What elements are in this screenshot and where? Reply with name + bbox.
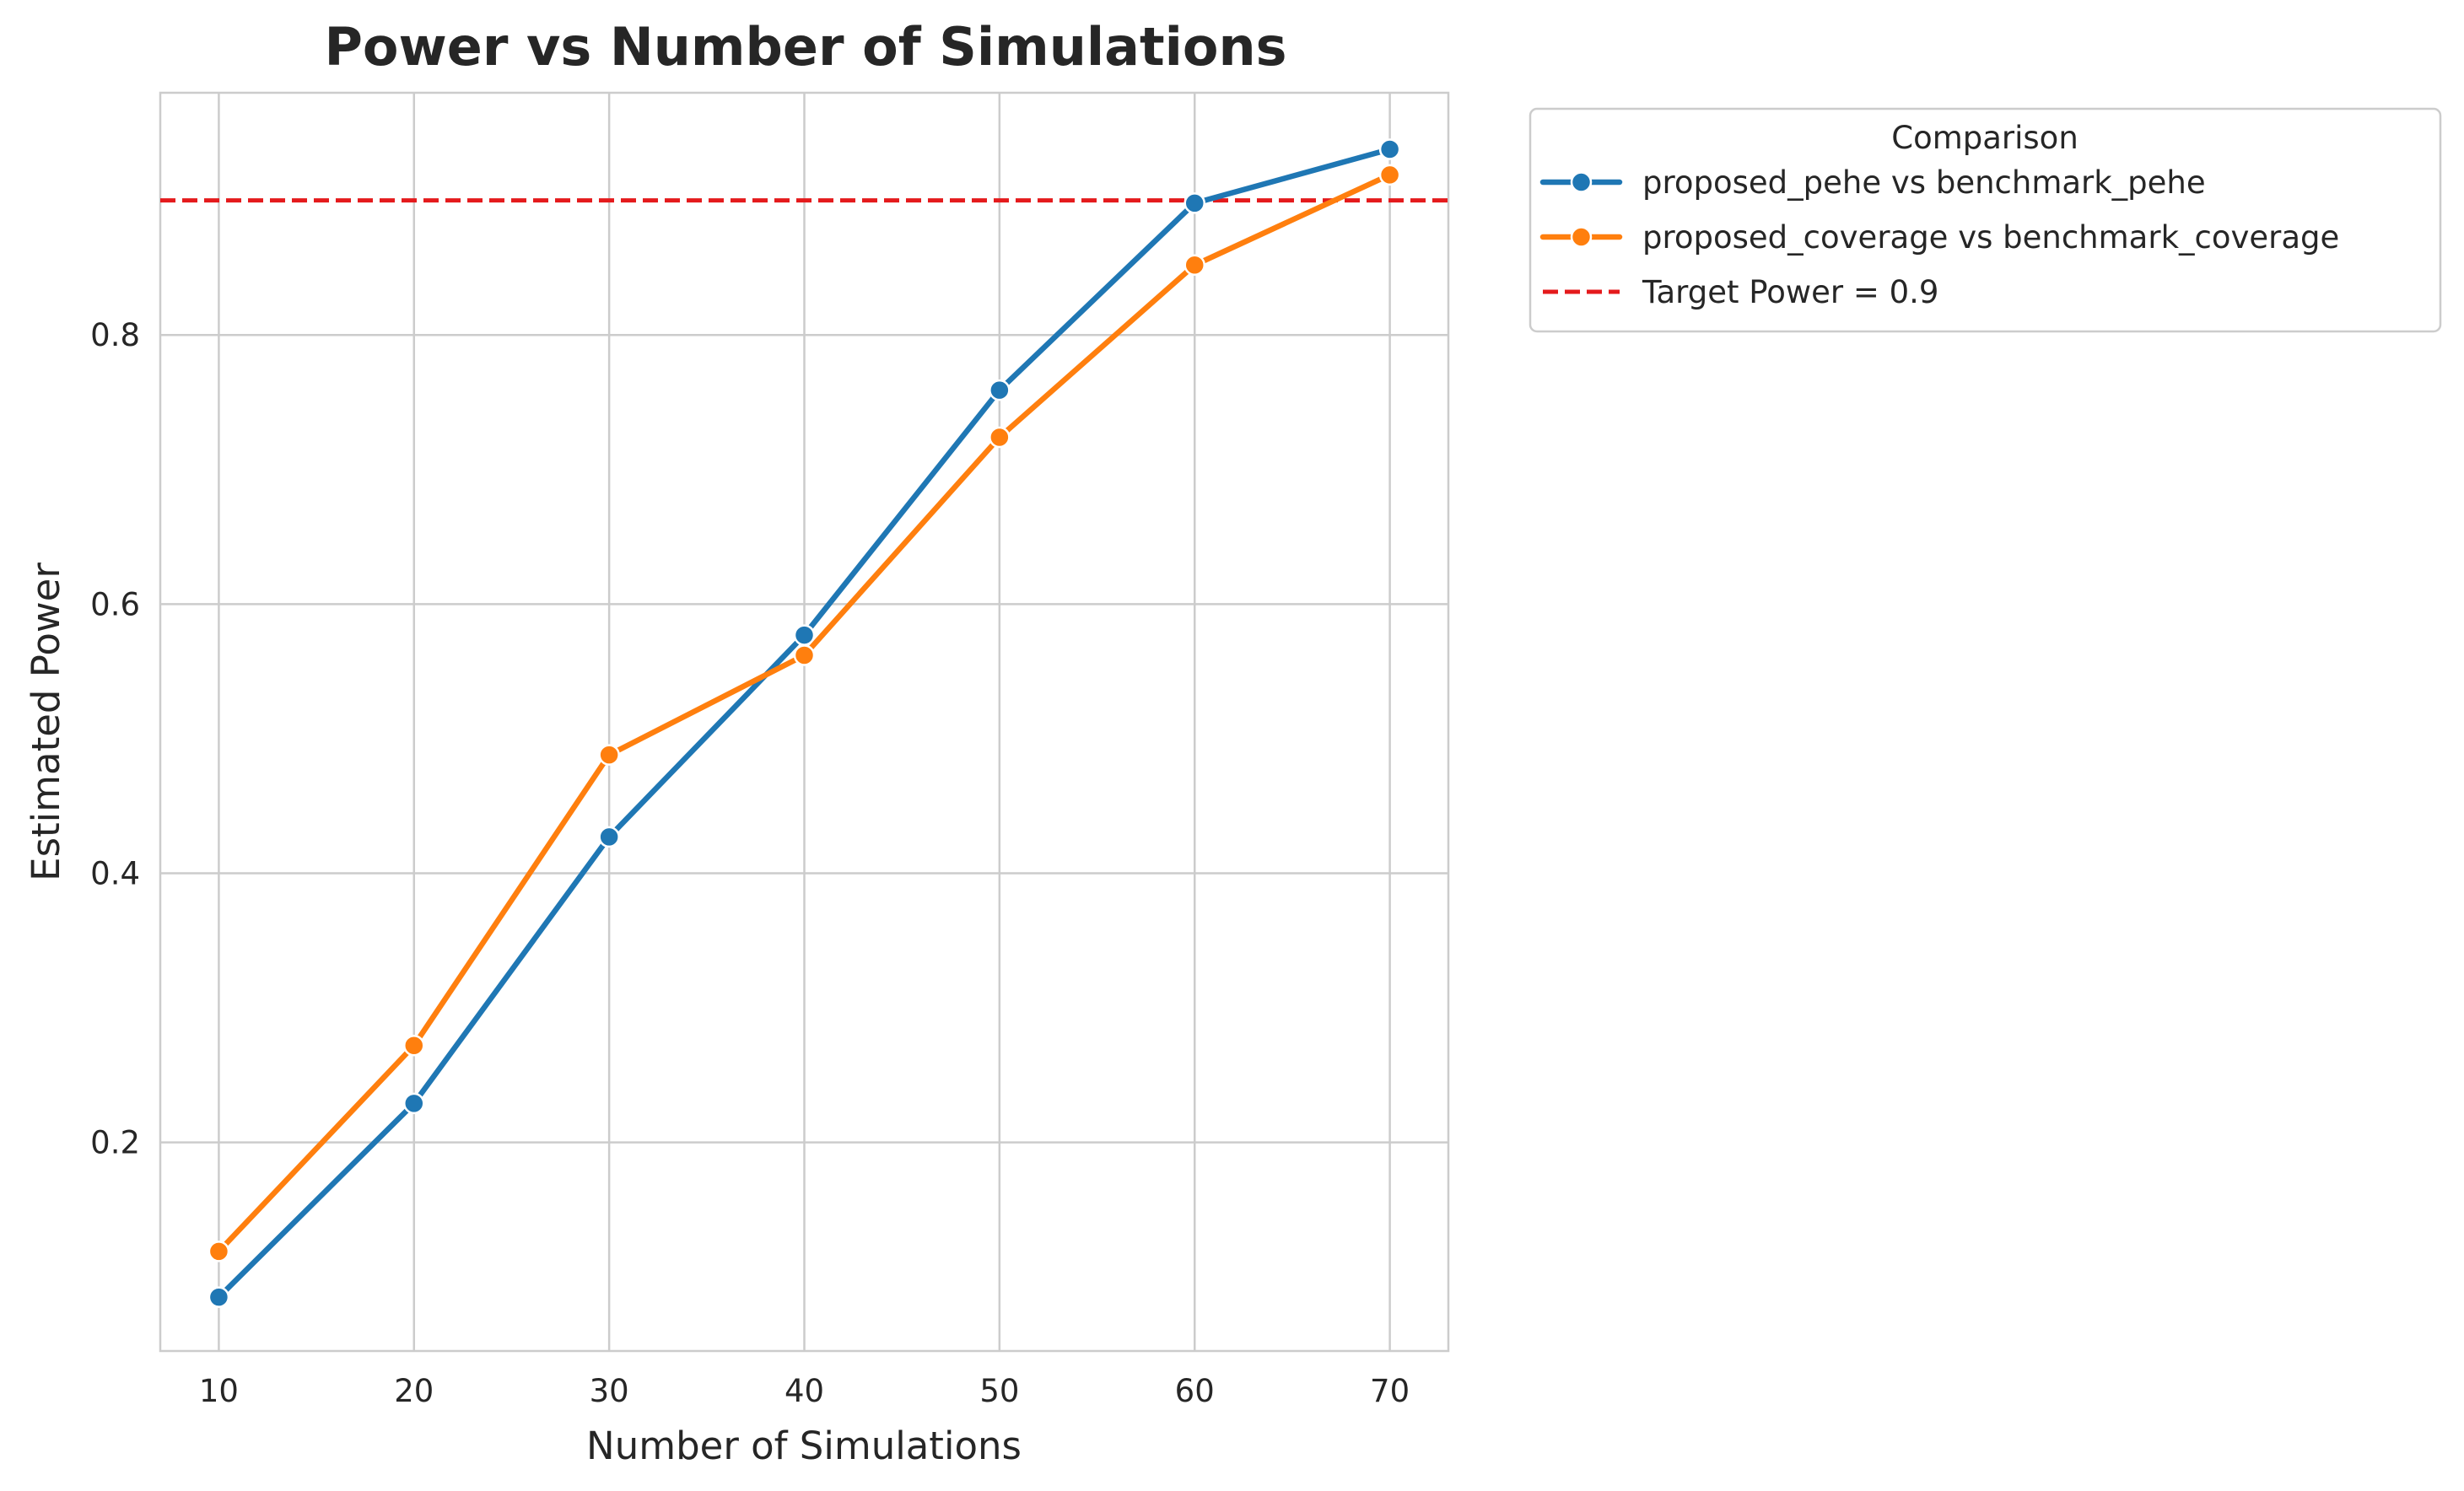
x-tick-label: 30 <box>590 1373 629 1409</box>
chart-title: Power vs Number of Simulations <box>324 16 1286 78</box>
x-tick-label: 60 <box>1175 1373 1215 1409</box>
legend-entry-label: proposed_coverage vs benchmark_coverage <box>1642 219 2339 256</box>
data-point <box>208 1241 230 1262</box>
data-point <box>1378 164 1401 186</box>
data-point <box>598 744 620 766</box>
x-tick-label: 50 <box>979 1373 1019 1409</box>
series-2 <box>208 164 1401 1262</box>
y-tick-labels: 0.2 0.4 0.6 0.8 <box>90 317 140 1160</box>
x-tick-label: 70 <box>1370 1373 1410 1409</box>
legend: Comparison proposed_pehe vs benchmark_pe… <box>1529 107 2442 333</box>
legend-entry-label: Target Power = 0.9 <box>1642 274 1938 310</box>
y-tick-label: 0.6 <box>90 586 140 622</box>
x-tick-labels: 10 20 30 40 50 60 70 <box>199 1373 1410 1409</box>
legend-entry-label: proposed_pehe vs benchmark_pehe <box>1642 164 2206 201</box>
y-tick-label: 0.4 <box>90 856 140 892</box>
data-point <box>1183 192 1205 214</box>
data-point <box>1378 138 1401 160</box>
y-axis-label: Estimated Power <box>24 562 68 881</box>
data-point <box>403 1092 425 1115</box>
x-tick-label: 40 <box>784 1373 824 1409</box>
legend-box <box>1529 107 2442 333</box>
y-tick-label: 0.2 <box>90 1125 140 1161</box>
data-point <box>989 379 1011 401</box>
series-layer <box>208 138 1401 1308</box>
x-tick-label: 20 <box>394 1373 434 1409</box>
data-point <box>793 644 816 666</box>
series-1 <box>208 138 1401 1308</box>
legend-point-marker <box>1570 171 1593 193</box>
x-tick-label: 10 <box>199 1373 239 1409</box>
data-point <box>1183 254 1205 277</box>
y-tick-label: 0.8 <box>90 317 140 353</box>
legend-items: proposed_pehe vs benchmark_pehe proposed_… <box>1539 164 2339 310</box>
legend-title: Comparison <box>1891 120 2078 156</box>
x-axis-label: Number of Simulations <box>586 1424 1022 1468</box>
data-point <box>403 1035 425 1057</box>
data-point <box>989 426 1011 449</box>
data-point <box>793 624 816 646</box>
grid <box>160 93 1448 1351</box>
data-point <box>598 826 620 848</box>
data-point <box>208 1286 230 1308</box>
legend-point-marker <box>1570 226 1593 248</box>
